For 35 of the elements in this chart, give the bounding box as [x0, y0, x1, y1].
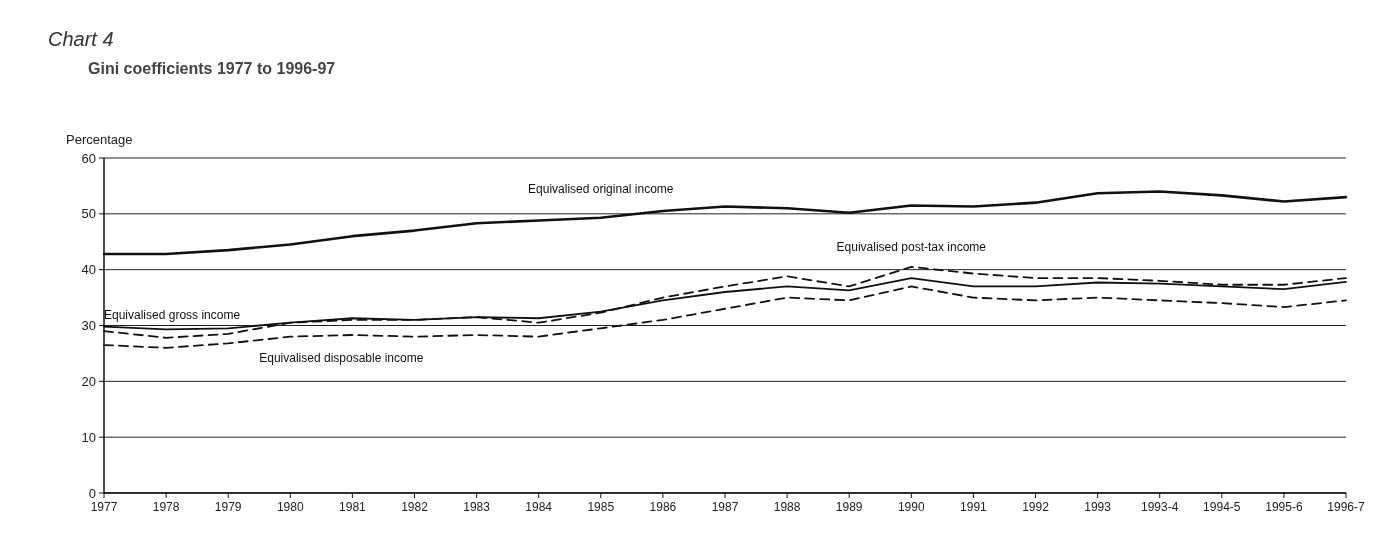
y-tick-label: 60 [81, 150, 96, 166]
series-label: Equivalised original income [528, 181, 674, 196]
y-tick-label: 50 [81, 206, 96, 222]
x-tick-label: 1985 [587, 500, 615, 514]
x-tick-label: 1979 [214, 500, 242, 514]
x-tick-label: 1993 [1084, 500, 1112, 514]
x-tick-label: 1987 [711, 500, 739, 514]
x-tick-label: 1991 [960, 500, 988, 514]
x-tick-label: 1978 [152, 500, 180, 514]
y-tick-label: 20 [81, 373, 96, 389]
chart-subtitle: Gini coefficients 1977 to 1996-97 [88, 60, 336, 77]
x-tick-label: 1982 [401, 500, 429, 514]
series-label: Equivalised gross income [104, 307, 241, 322]
x-tick-label: 1988 [773, 500, 801, 514]
x-tick-label: 1995-6 [1265, 500, 1303, 514]
x-tick-label: 1996-7 [1327, 500, 1365, 514]
series-label: Equivalised disposable income [259, 351, 424, 366]
y-tick-label: 30 [81, 318, 96, 334]
series-label: Equivalised post-tax income [836, 239, 987, 254]
chart-title: Chart 4 [48, 28, 114, 50]
x-tick-label: 1994-5 [1203, 500, 1241, 514]
x-tick-label: 1993-4 [1141, 500, 1179, 514]
x-tick-label: 1984 [525, 500, 553, 514]
y-tick-label: 10 [81, 429, 96, 445]
y-tick-label: 40 [81, 262, 96, 278]
x-tick-label: 1986 [649, 500, 677, 514]
x-tick-label: 1981 [339, 500, 367, 514]
x-tick-label: 1983 [463, 500, 491, 514]
x-tick-label: 1977 [90, 500, 118, 514]
x-tick-label: 1980 [276, 500, 304, 514]
y-tick-label: 0 [88, 485, 96, 501]
x-tick-label: 1992 [1022, 500, 1050, 514]
x-tick-label: 1990 [897, 500, 925, 514]
x-tick-label: 1989 [835, 500, 863, 514]
y-axis-title: Percentage [66, 132, 133, 147]
